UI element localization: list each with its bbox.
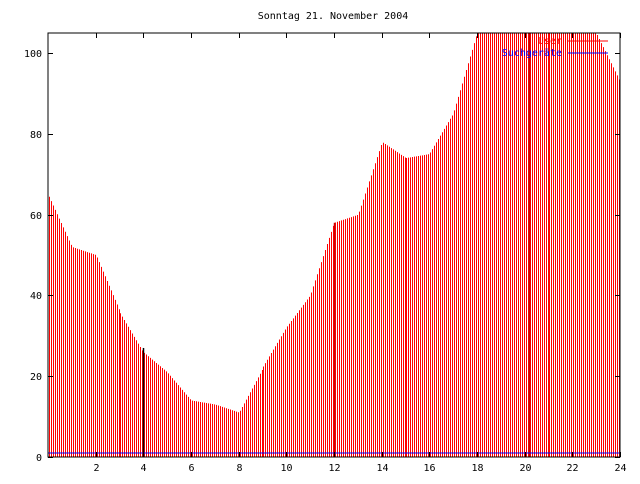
x-tick-label: 18 [471, 463, 483, 474]
y-tick-label: 0 [36, 453, 42, 464]
x-tick-label: 20 [519, 463, 531, 474]
y-tick-label: 100 [24, 49, 42, 60]
y-tick-label: 40 [30, 291, 42, 302]
x-tick-label: 4 [140, 463, 146, 474]
x-axis: 2 4 6 8 10 12 14 16 18 20 22 24 [93, 33, 627, 474]
x-tick-label: 22 [566, 463, 578, 474]
chart-title: Sonntag 21. November 2004 [258, 11, 409, 22]
x-tick-label: 16 [423, 463, 435, 474]
legend: User Suchgeräte [502, 36, 608, 59]
x-tick-label: 8 [236, 463, 242, 474]
legend-label-suchgeraete: Suchgeräte [502, 48, 562, 59]
x-tick-label: 14 [376, 463, 388, 474]
y-tick-label: 80 [30, 130, 42, 141]
y-axis: 0 20 40 60 80 100 [24, 49, 620, 464]
x-tick-label: 2 [93, 463, 99, 474]
legend-label-user: User [538, 36, 562, 47]
x-tick-label: 24 [614, 463, 626, 474]
y-tick-label: 60 [30, 211, 42, 222]
bars-group [49, 33, 620, 457]
x-tick-label: 10 [280, 463, 292, 474]
x-tick-label: 12 [328, 463, 340, 474]
y-tick-label: 20 [30, 372, 42, 383]
highlight-lines-group [142, 33, 531, 457]
x-tick-label: 6 [188, 463, 194, 474]
